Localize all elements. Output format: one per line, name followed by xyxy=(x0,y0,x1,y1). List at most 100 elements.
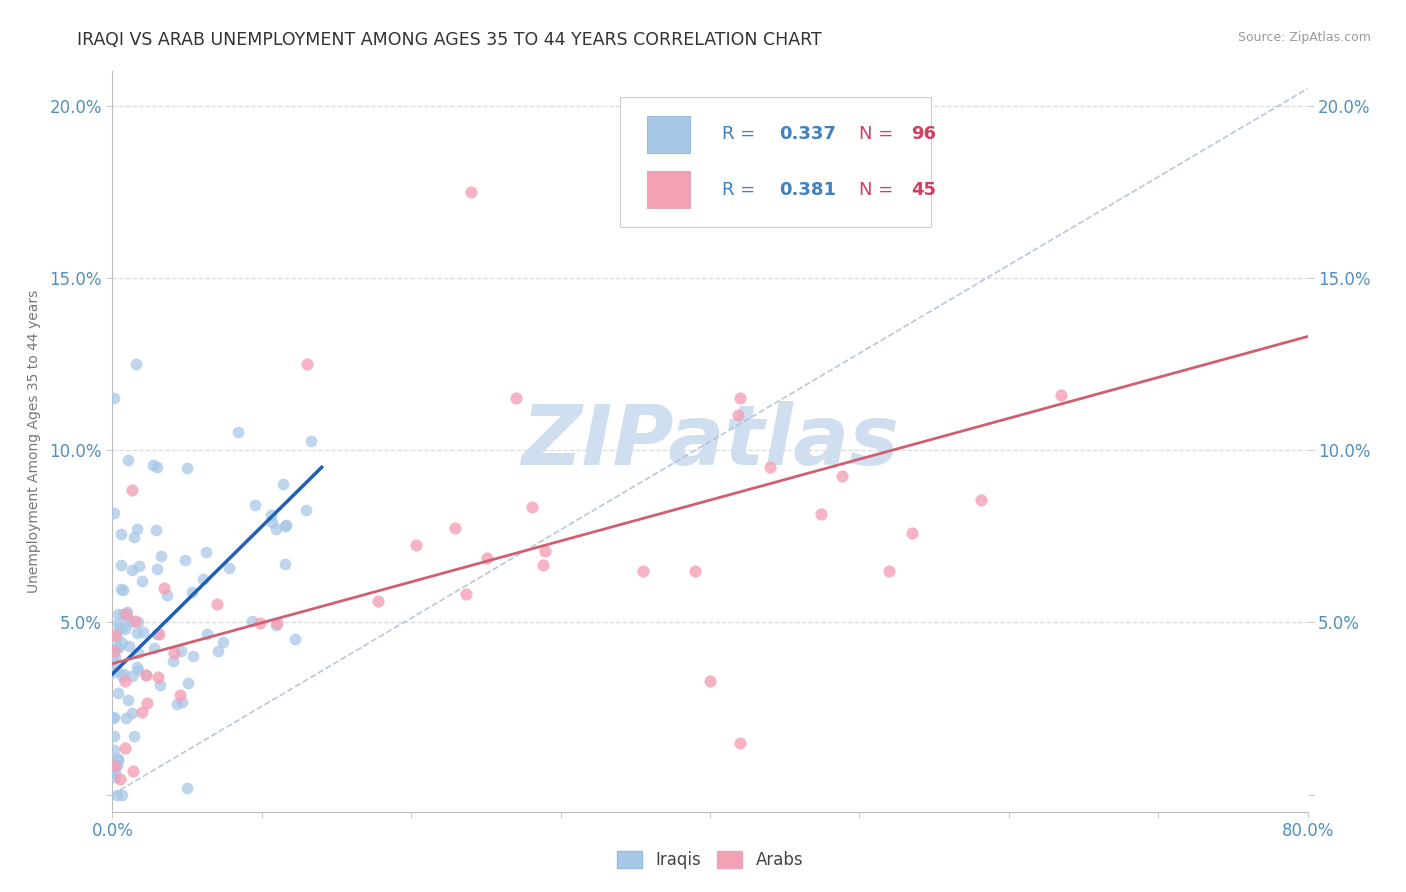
Point xyxy=(131,574,153,588)
Point xyxy=(112,666,135,681)
Point xyxy=(104,650,127,665)
Point xyxy=(105,758,128,772)
Point xyxy=(181,585,204,599)
Point xyxy=(191,572,214,586)
Point xyxy=(146,626,169,640)
Point xyxy=(110,582,132,597)
Point xyxy=(142,640,165,655)
Point xyxy=(110,558,132,572)
Point xyxy=(162,654,184,668)
Point xyxy=(125,357,148,371)
Point xyxy=(148,627,170,641)
Point xyxy=(266,616,288,631)
Point xyxy=(121,669,143,683)
Point xyxy=(103,652,125,666)
Point xyxy=(122,764,145,779)
Point xyxy=(172,695,194,709)
Point xyxy=(146,670,169,684)
Point xyxy=(900,525,922,540)
Point xyxy=(245,498,267,512)
Point xyxy=(114,741,136,756)
Point xyxy=(103,506,125,520)
Point xyxy=(107,752,129,766)
Point xyxy=(444,521,467,535)
Point xyxy=(117,693,139,707)
Point xyxy=(207,643,229,657)
Point xyxy=(176,460,198,475)
Point xyxy=(1050,388,1073,402)
Point xyxy=(727,409,749,423)
Point xyxy=(262,516,284,530)
Point xyxy=(970,493,993,508)
Text: R =: R = xyxy=(723,125,761,144)
Point xyxy=(728,736,751,750)
Point xyxy=(195,627,218,641)
Point xyxy=(108,772,131,786)
Text: N =: N = xyxy=(859,181,900,199)
Point xyxy=(127,522,149,536)
Point xyxy=(111,583,134,598)
Point xyxy=(107,686,129,700)
Point xyxy=(699,673,721,688)
Point xyxy=(125,626,148,640)
Point xyxy=(114,622,136,636)
Point xyxy=(456,587,478,601)
Point xyxy=(405,538,427,552)
Point xyxy=(107,607,129,622)
Point xyxy=(759,460,782,475)
Text: ZIPatlas: ZIPatlas xyxy=(522,401,898,482)
Point xyxy=(104,765,127,780)
Point xyxy=(108,621,131,635)
Point xyxy=(118,639,141,653)
Point xyxy=(103,644,125,658)
Point xyxy=(103,709,125,723)
Point xyxy=(169,688,191,702)
Point xyxy=(520,500,543,514)
Point xyxy=(212,635,235,649)
Point xyxy=(114,607,136,622)
Point xyxy=(125,660,148,674)
Text: N =: N = xyxy=(859,125,900,144)
Point xyxy=(274,557,297,571)
Point xyxy=(142,458,165,472)
Point xyxy=(170,643,193,657)
Point xyxy=(124,614,146,628)
Point xyxy=(112,607,135,621)
Legend: Iraqis, Arabs: Iraqis, Arabs xyxy=(609,843,811,878)
Point xyxy=(104,628,127,642)
Point xyxy=(274,518,297,533)
Point xyxy=(111,788,134,802)
Point xyxy=(120,615,142,629)
Point xyxy=(274,519,297,533)
Point xyxy=(226,425,249,439)
Point xyxy=(249,616,271,631)
Point xyxy=(121,564,143,578)
Point xyxy=(114,673,136,688)
Point xyxy=(105,630,128,644)
Point xyxy=(105,640,128,654)
Point xyxy=(117,453,139,467)
Point xyxy=(153,581,176,595)
Point xyxy=(149,678,172,692)
Point xyxy=(127,663,149,677)
Point xyxy=(135,667,157,681)
Point xyxy=(121,483,143,497)
Y-axis label: Unemployment Among Ages 35 to 44 years: Unemployment Among Ages 35 to 44 years xyxy=(27,290,41,593)
Point xyxy=(103,665,125,680)
Point xyxy=(633,564,655,578)
Text: 45: 45 xyxy=(911,181,936,199)
Point xyxy=(128,559,150,574)
Point xyxy=(132,625,155,640)
Point xyxy=(166,697,188,711)
Point xyxy=(146,562,169,576)
Point xyxy=(107,753,129,767)
Point xyxy=(110,526,132,541)
Point xyxy=(103,770,125,784)
Point xyxy=(163,646,186,660)
Point xyxy=(810,507,832,521)
Point xyxy=(146,460,169,475)
Point xyxy=(122,730,145,744)
Point xyxy=(131,706,153,720)
Point xyxy=(505,392,527,406)
Text: R =: R = xyxy=(723,181,761,199)
